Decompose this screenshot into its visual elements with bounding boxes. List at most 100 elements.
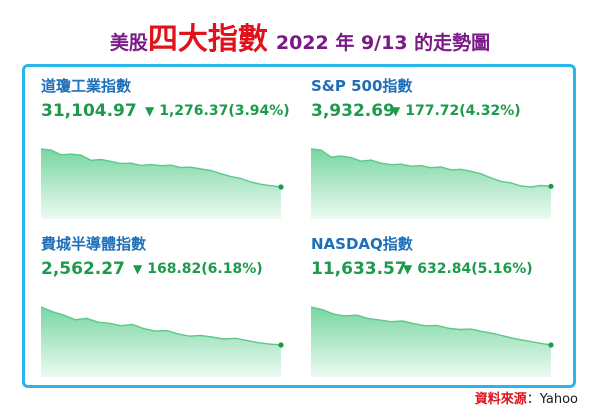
area-fill <box>41 307 281 377</box>
end-point <box>278 184 284 190</box>
data-point <box>200 334 202 337</box>
data-point <box>378 319 381 321</box>
source-credit: 資料來源：Yahoo <box>475 388 578 407</box>
down-arrow-icon: ▼ <box>403 262 413 276</box>
data-point <box>500 180 502 183</box>
data-point <box>90 159 92 161</box>
data-point <box>460 168 462 170</box>
data-point <box>150 164 152 166</box>
data-point <box>530 186 532 188</box>
data-point <box>250 181 252 183</box>
change-text: 1,276.37(3.94%) <box>159 103 290 119</box>
data-point <box>51 311 54 313</box>
change-text: 177.72(4.32%) <box>405 103 521 119</box>
data-point <box>540 184 542 187</box>
panel-sp500: S&P 500指數 3,932.69 ▼ 177.72(4.32%) <box>311 75 559 225</box>
data-point <box>120 325 122 327</box>
data-point <box>41 148 42 150</box>
data-point <box>63 314 65 316</box>
data-point <box>311 306 312 308</box>
data-point <box>257 342 259 344</box>
data-point <box>143 328 145 330</box>
end-point <box>278 342 284 348</box>
data-point <box>510 182 512 184</box>
data-point <box>538 342 541 344</box>
data-point <box>270 185 272 187</box>
data-point <box>160 165 162 167</box>
data-point <box>154 330 156 332</box>
data-point <box>430 167 432 169</box>
data-point <box>220 173 222 175</box>
data-point <box>504 335 506 337</box>
data-point <box>400 163 402 165</box>
data-point <box>350 157 352 159</box>
data-point <box>470 170 472 172</box>
data-point <box>311 148 312 150</box>
data-point <box>166 329 168 332</box>
data-point <box>516 338 518 340</box>
data-point <box>356 314 358 316</box>
data-point <box>520 185 522 187</box>
panel-nasdaq: NASDAQ指數 11,633.57 ▼ 632.84(5.16%) <box>311 233 559 383</box>
data-point <box>268 343 271 345</box>
data-point <box>41 306 42 308</box>
data-point <box>211 336 214 338</box>
title-prefix: 美股 <box>109 32 148 54</box>
source-name: Yahoo <box>539 392 578 407</box>
data-point <box>390 164 392 166</box>
data-point <box>110 160 112 162</box>
panel-dow: 道瓊工業指數 31,104.97 ▼ 1,276.37(3.94%) <box>41 75 290 225</box>
data-point <box>470 328 472 330</box>
index-value: 31,104.97 <box>41 101 137 121</box>
data-point <box>480 173 482 175</box>
data-point <box>74 319 76 321</box>
data-point <box>330 156 332 158</box>
chart-frame: 道瓊工業指數 31,104.97 ▼ 1,276.37(3.94%) S&P 50… <box>22 64 576 388</box>
down-arrow-icon: ▼ <box>391 104 401 118</box>
data-point <box>458 328 461 331</box>
data-point <box>450 169 452 171</box>
index-value: 2,562.27 <box>41 259 125 279</box>
data-point <box>100 158 102 161</box>
source-separator: ： <box>526 392 540 407</box>
data-point <box>188 335 191 337</box>
data-point <box>131 323 134 326</box>
area-fill <box>311 149 551 219</box>
data-point <box>344 315 346 317</box>
data-point <box>108 322 111 324</box>
index-change: ▼ 632.84(5.16%) <box>403 261 533 277</box>
data-point <box>246 339 248 341</box>
source-label: 資料來源 <box>474 392 527 407</box>
data-point <box>321 309 324 311</box>
data-point <box>401 320 404 322</box>
down-arrow-icon: ▼ <box>145 104 155 118</box>
data-point <box>320 149 322 151</box>
index-value: 3,932.69 <box>311 101 395 121</box>
data-point <box>424 325 426 327</box>
data-point <box>50 149 52 151</box>
data-point <box>130 162 132 164</box>
index-name: NASDAQ指數 <box>311 235 413 253</box>
data-point <box>490 177 492 179</box>
data-point <box>360 160 362 162</box>
change-text: 632.84(5.16%) <box>417 261 533 277</box>
sparkline-chart <box>41 306 284 377</box>
data-point <box>60 154 62 156</box>
index-name: 費城半導體指數 <box>41 235 147 253</box>
data-point <box>440 166 442 168</box>
data-point <box>140 164 142 166</box>
title-highlight: 四大指數 <box>147 22 268 57</box>
data-point <box>493 333 495 335</box>
data-point <box>177 333 179 335</box>
data-point <box>340 155 342 157</box>
series-line <box>41 306 282 346</box>
data-point <box>120 162 122 165</box>
data-point <box>70 153 72 155</box>
area-fill <box>311 307 551 377</box>
down-arrow-icon: ▼ <box>133 262 143 276</box>
data-point <box>223 338 225 340</box>
data-point <box>80 154 82 156</box>
sparkline-chart <box>311 306 554 377</box>
panel-sox: 費城半導體指數 2,562.27 ▼ 168.82(6.18%) <box>41 233 289 383</box>
index-name: S&P 500指數 <box>311 77 413 95</box>
